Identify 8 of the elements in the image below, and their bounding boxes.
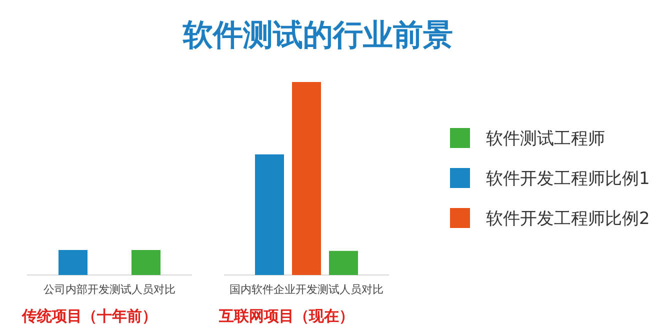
legend-label: 软件测试工程师 bbox=[486, 129, 605, 149]
text: 传统项目（十年前） bbox=[21, 307, 157, 325]
x-axis-title: 国内软件企业开发测试人员对比 bbox=[230, 283, 384, 296]
legend-label: 软件开发工程师比例2 bbox=[486, 209, 650, 229]
x-axis-title: 公司内部开发测试人员对比 bbox=[44, 283, 176, 296]
text: 互联网项目（现在） bbox=[218, 307, 354, 325]
legend-label: 软件开发工程师比例1 bbox=[486, 169, 650, 189]
chart-title: 软件测试的行业前景 bbox=[182, 18, 453, 53]
